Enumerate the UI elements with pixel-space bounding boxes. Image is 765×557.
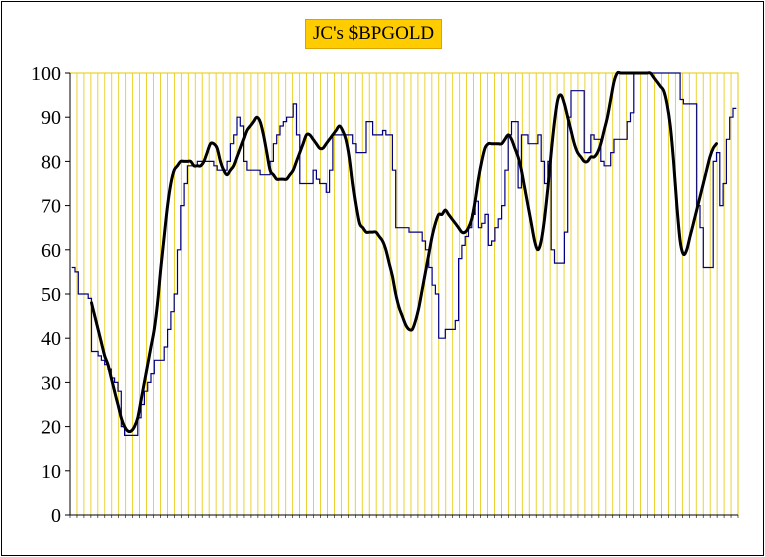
series-line-smoothed <box>90 70 718 434</box>
y-tick-label: 70 <box>41 196 61 218</box>
y-tick-label: 60 <box>41 240 61 262</box>
y-tick-label: 100 <box>31 63 61 85</box>
y-tick-label: 10 <box>41 461 61 483</box>
y-tick-label: 20 <box>41 417 61 439</box>
chart-title: JC's $BPGOLD <box>305 19 443 49</box>
y-tick-label: 40 <box>41 328 61 350</box>
y-tick-label: 50 <box>41 284 61 306</box>
y-tick-label: 80 <box>41 151 61 173</box>
series-line-raw <box>71 72 737 436</box>
series-layer <box>71 70 737 436</box>
y-tick-label: 0 <box>51 505 61 527</box>
y-tick-labels: 0 10 20 30 40 50 60 70 80 90 100 <box>31 63 70 527</box>
x-tick-labels <box>69 515 739 518</box>
grid-layer <box>76 73 732 515</box>
y-tick-label: 30 <box>41 372 61 394</box>
y-tick-label: 90 <box>41 107 61 129</box>
